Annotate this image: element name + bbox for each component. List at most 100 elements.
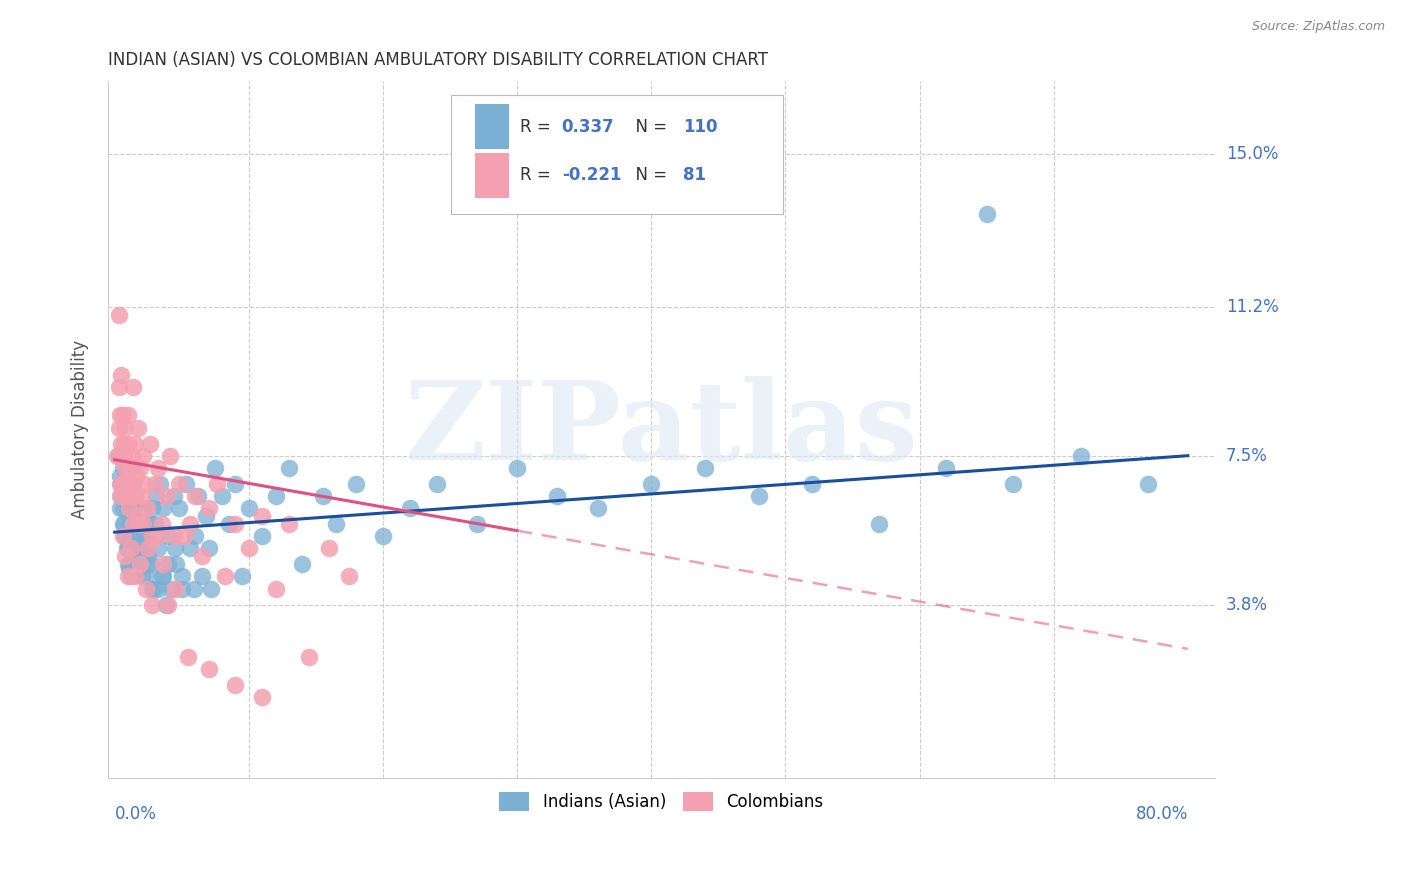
Point [224,476,246,491]
Point [183,582,205,596]
Text: 7.5%: 7.5% [1226,447,1268,465]
Point [129,558,152,572]
Point [143,476,166,491]
Point [546,489,568,503]
Point [124,489,146,503]
Point [124,436,146,450]
Point [125,558,148,572]
Point [127,509,149,524]
Point [132,449,155,463]
Text: INDIAN (ASIAN) VS COLOMBIAN AMBULATORY DISABILITY CORRELATION CHART: INDIAN (ASIAN) VS COLOMBIAN AMBULATORY D… [108,51,768,69]
Point [117,436,139,450]
Point [146,582,169,596]
Point [170,569,193,583]
Point [197,541,219,556]
Text: R =: R = [520,118,555,136]
Point [165,582,187,596]
Point [191,569,214,583]
Point [121,489,143,503]
Point [110,436,132,450]
FancyBboxPatch shape [475,153,509,198]
Point [136,541,159,556]
Point [135,569,157,583]
Point [506,460,529,475]
Point [112,476,135,491]
Point [157,529,180,543]
Point [693,460,716,475]
Point [124,489,146,503]
Point [129,549,152,564]
Point [163,529,186,543]
Point [167,476,190,491]
Point [868,517,890,532]
Point [238,541,260,556]
Point [132,517,155,532]
Point [465,517,488,532]
Point [114,489,136,503]
Text: 3.8%: 3.8% [1226,596,1268,614]
Point [122,476,145,491]
Point [184,489,207,503]
Point [128,517,150,532]
Text: 15.0%: 15.0% [1226,145,1278,163]
Point [128,517,150,532]
Point [197,662,219,676]
Point [115,476,138,491]
Point [107,380,129,394]
Point [252,690,274,705]
Point [152,501,174,516]
Point [165,558,187,572]
Point [122,517,145,532]
Point [108,489,131,503]
Point [155,598,177,612]
Point [127,420,149,434]
Point [110,449,132,463]
Point [115,489,138,503]
Point [238,501,260,516]
Legend: Indians (Asian), Colombians: Indians (Asian), Colombians [492,786,830,818]
Point [134,517,156,532]
Point [801,476,824,491]
Point [205,476,228,491]
Point [264,582,287,596]
Point [138,436,160,450]
Point [143,517,166,532]
Point [114,529,136,543]
Point [218,517,240,532]
Point [131,569,153,583]
FancyBboxPatch shape [475,104,509,149]
Point [146,460,169,475]
Point [231,569,253,583]
Text: 11.2%: 11.2% [1226,298,1278,316]
Point [291,558,314,572]
Point [159,449,181,463]
Point [120,476,142,491]
Point [141,529,163,543]
Point [112,517,135,532]
Point [118,561,141,575]
Y-axis label: Ambulatory Disability: Ambulatory Disability [72,340,89,519]
Point [150,569,173,583]
Point [252,529,274,543]
Point [108,468,131,483]
Point [117,476,139,491]
Text: R =: R = [520,166,555,185]
Point [121,489,143,503]
Point [122,549,145,564]
Point [371,529,394,543]
Text: 80.0%: 80.0% [1136,805,1188,823]
Point [122,380,145,394]
Point [141,598,163,612]
Point [134,541,156,556]
Point [278,517,301,532]
Text: -0.221: -0.221 [562,166,621,185]
Point [111,529,134,543]
Point [586,501,609,516]
Point [131,489,153,503]
Point [115,501,138,516]
Point [264,489,287,503]
Point [125,468,148,483]
Point [115,541,138,556]
Point [214,569,236,583]
Point [135,501,157,516]
